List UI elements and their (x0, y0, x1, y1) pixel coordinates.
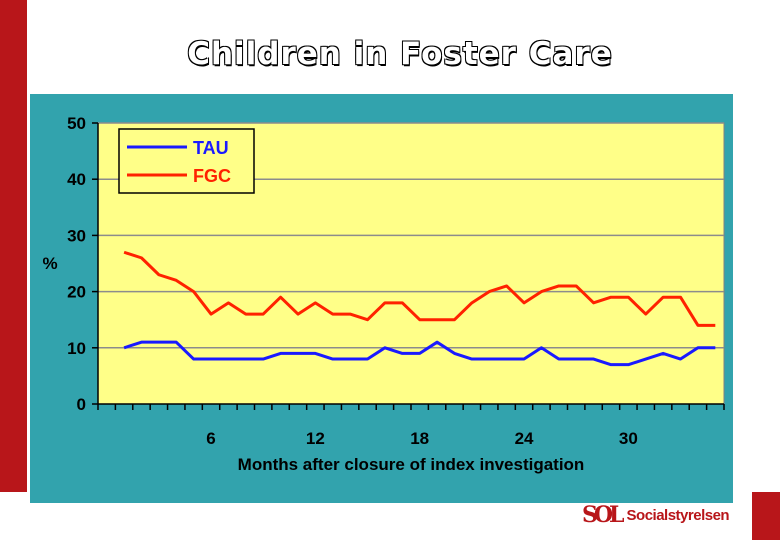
chart-panel: 0 10 20 30 40 50 6 12 18 24 30 Months after closure… (30, 94, 733, 503)
legend-box (118, 128, 255, 194)
series-line-fgc (123, 250, 716, 327)
series-line-tau (123, 340, 716, 367)
right-accent-bar (752, 492, 780, 540)
x-tick-label: 18 (410, 429, 429, 448)
x-tick-label: 6 (206, 429, 215, 448)
logo-mark: SOL (582, 502, 624, 528)
y-tick-label: 20 (67, 283, 86, 302)
y-tick-label: 50 (67, 114, 86, 133)
slide-title: Children in Foster Care (187, 36, 613, 72)
x-axis-title: Months after closure of index investigat… (238, 455, 585, 474)
socialstyrelsen-logo: SOL Socialstyrelsen (582, 500, 730, 530)
left-accent-bar (0, 0, 27, 492)
x-tick-label: 12 (306, 429, 325, 448)
y-tick-label: 40 (67, 170, 86, 189)
y-tick-label: 0 (77, 395, 86, 414)
line-chart: 0 10 20 30 40 50 6 12 18 24 30 Months after closure… (42, 114, 725, 474)
x-tick-label: 30 (619, 429, 638, 448)
y-axis-title: % (42, 254, 57, 273)
y-tick-label: 10 (67, 339, 86, 358)
legend-label-tau: TAU (193, 138, 229, 158)
x-tick-label: 24 (515, 429, 534, 448)
y-tick-label: 30 (67, 226, 86, 245)
logo-text: Socialstyrelsen (626, 506, 730, 524)
legend-label-fgc: FGC (193, 166, 231, 186)
